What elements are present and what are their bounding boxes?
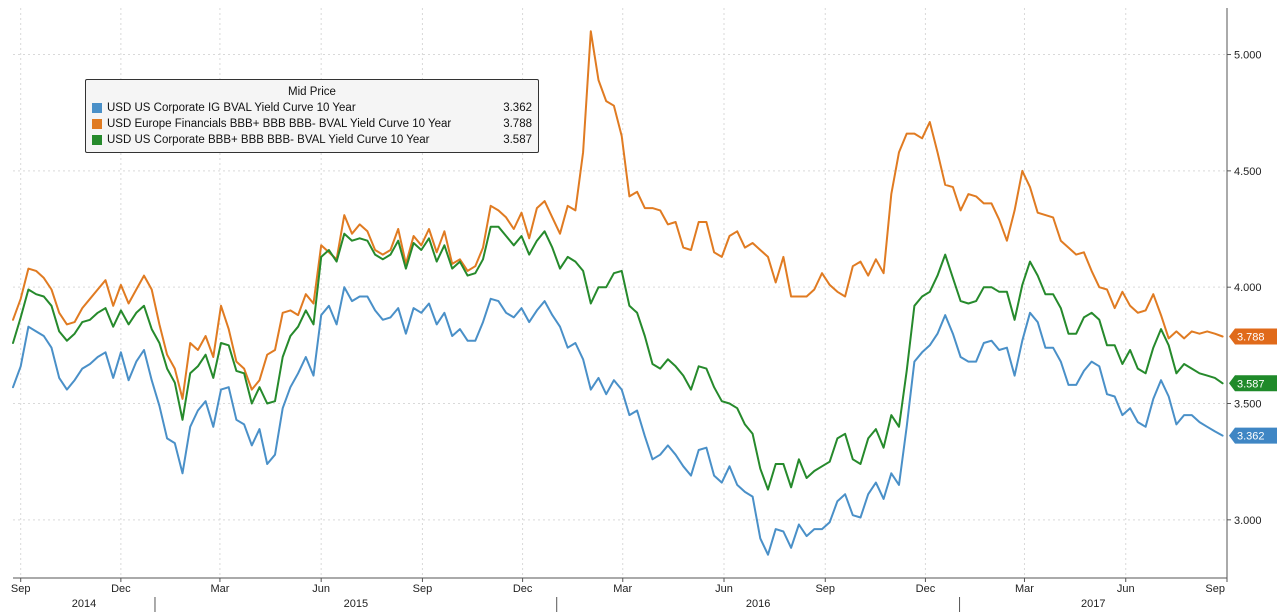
year-label: 2016 <box>746 598 770 610</box>
legend-value-us-ig: 3.362 <box>503 102 532 114</box>
y-tick-label: 3.000 <box>1234 515 1262 527</box>
y-tick-label: 3.500 <box>1234 399 1262 411</box>
last-value-label-1: 3.788 <box>1237 332 1265 344</box>
x-tick-label: Jun <box>715 583 733 595</box>
x-tick-label: Mar <box>613 583 632 595</box>
series-line-1 <box>12 30 1224 400</box>
last-value-badge-2 <box>1229 375 1277 392</box>
x-tick-label: Dec <box>916 583 936 595</box>
legend-swatch-europe-financials <box>92 119 102 129</box>
legend-entry-us-bbb: USD US Corporate BBB+ BBB BBB- BVAL Yiel… <box>92 132 532 148</box>
legend-name-us-bbb: USD US Corporate BBB+ BBB BBB- BVAL Yiel… <box>107 134 430 146</box>
last-value-badge-0 <box>1229 427 1277 444</box>
chart-legend: Mid Price USD US Corporate IG BVAL Yield… <box>85 79 539 153</box>
legend-name-europe-financials: USD Europe Financials BBB+ BBB BBB- BVAL… <box>107 118 452 130</box>
y-tick-label: 4.000 <box>1234 282 1262 294</box>
legend-title: Mid Price <box>288 86 336 98</box>
x-tick-label: Jun <box>1117 583 1135 595</box>
last-value-badges: 3.362 3.788 3.587 <box>1229 328 1277 444</box>
x-tick-label: Sep <box>11 583 31 595</box>
axes: 3.000 3.500 4.000 4.500 5.000 Sep Dec Mar Jun Sep… <box>11 8 1262 612</box>
series-lines <box>12 30 1224 556</box>
legend-value-us-bbb: 3.587 <box>503 134 532 146</box>
last-value-badge-1 <box>1229 328 1277 345</box>
x-tick-label: Sep <box>413 583 433 595</box>
x-tick-label: Sep <box>1205 583 1225 595</box>
year-label: 2014 <box>72 598 96 610</box>
y-tick-label: 5.000 <box>1234 50 1262 62</box>
x-tick-label: Sep <box>815 583 835 595</box>
x-tick-label: Dec <box>111 583 131 595</box>
y-tick-label: 4.500 <box>1234 166 1262 178</box>
x-tick-label: Mar <box>210 583 229 595</box>
year-label: 2015 <box>344 598 368 610</box>
legend-entry-us-ig: USD US Corporate IG BVAL Yield Curve 10 … <box>92 100 532 116</box>
legend-value-europe-financials: 3.788 <box>503 118 532 130</box>
year-label: 2017 <box>1081 598 1105 610</box>
last-value-label-2: 3.587 <box>1237 378 1265 390</box>
legend-swatch-us-bbb <box>92 135 102 145</box>
last-value-label-0: 3.362 <box>1237 431 1265 443</box>
legend-name-us-ig: USD US Corporate IG BVAL Yield Curve 10 … <box>107 102 356 114</box>
legend-entry-europe-financials: USD Europe Financials BBB+ BBB BBB- BVAL… <box>92 116 532 132</box>
series-line-2 <box>12 225 1224 491</box>
x-tick-label: Dec <box>513 583 533 595</box>
series-line-0 <box>12 286 1224 556</box>
grid-lines <box>13 8 1228 578</box>
x-tick-label: Mar <box>1015 583 1034 595</box>
legend-swatch-us-ig <box>92 103 102 113</box>
x-tick-label: Jun <box>312 583 330 595</box>
